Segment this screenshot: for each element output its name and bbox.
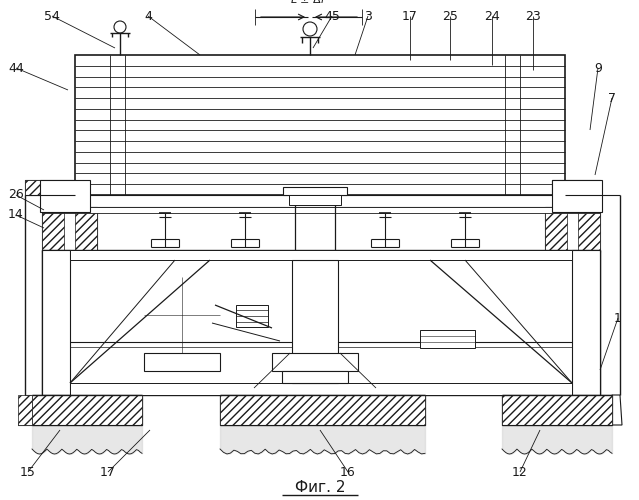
Bar [144, 353, 220, 371]
Bar [70, 250, 572, 260]
Bar [552, 180, 602, 212]
Text: Фиг. 2: Фиг. 2 [295, 480, 345, 496]
Text: 54: 54 [44, 10, 60, 22]
Bar [32, 395, 142, 425]
Bar [254, 408, 330, 422]
Bar [75, 55, 565, 195]
Bar [42, 207, 97, 252]
Text: 24: 24 [484, 10, 500, 22]
Bar [42, 207, 64, 252]
Bar [283, 187, 347, 195]
Circle shape [144, 277, 220, 353]
Text: 23: 23 [525, 10, 541, 22]
Bar [42, 195, 600, 207]
Bar [236, 305, 268, 327]
Bar [545, 207, 567, 252]
Circle shape [303, 22, 317, 36]
Bar [502, 395, 612, 425]
Bar [42, 250, 70, 395]
Circle shape [114, 21, 126, 33]
Circle shape [170, 303, 194, 327]
Bar [272, 353, 358, 371]
Bar [18, 395, 32, 425]
Text: 1: 1 [614, 312, 622, 324]
Text: 3: 3 [364, 10, 372, 22]
Polygon shape [254, 353, 376, 408]
Text: 7: 7 [608, 92, 616, 104]
Bar [552, 180, 600, 195]
Bar [562, 195, 600, 207]
Bar [40, 180, 90, 212]
Text: 14: 14 [8, 208, 24, 222]
Bar [220, 395, 425, 425]
Polygon shape [612, 395, 622, 425]
Polygon shape [18, 395, 32, 425]
Bar [282, 371, 348, 383]
Bar [42, 195, 80, 207]
Text: 16: 16 [340, 466, 356, 478]
Bar [42, 207, 600, 213]
Bar [420, 330, 475, 348]
Text: L $\pm$ $\Delta$l: L $\pm$ $\Delta$l [290, 0, 326, 5]
Bar [32, 395, 142, 425]
Bar [75, 207, 97, 252]
Bar [545, 207, 600, 252]
Text: 17: 17 [402, 10, 418, 22]
Bar [42, 250, 600, 395]
Text: 15: 15 [20, 466, 36, 478]
Bar [552, 180, 600, 195]
Bar [502, 395, 612, 425]
Bar [289, 195, 341, 205]
Bar [25, 180, 73, 195]
Text: 26: 26 [8, 188, 24, 202]
Bar [292, 260, 338, 383]
Bar [70, 383, 572, 395]
Text: 25: 25 [442, 10, 458, 22]
Text: 44: 44 [8, 62, 24, 74]
Bar [572, 250, 600, 395]
Text: 9: 9 [594, 62, 602, 74]
Text: 17: 17 [100, 466, 116, 478]
Bar [220, 395, 425, 425]
Text: 12: 12 [512, 466, 528, 478]
Bar [25, 180, 73, 195]
Text: 4: 4 [144, 10, 152, 22]
Text: 45: 45 [324, 10, 340, 22]
Bar [578, 207, 600, 252]
